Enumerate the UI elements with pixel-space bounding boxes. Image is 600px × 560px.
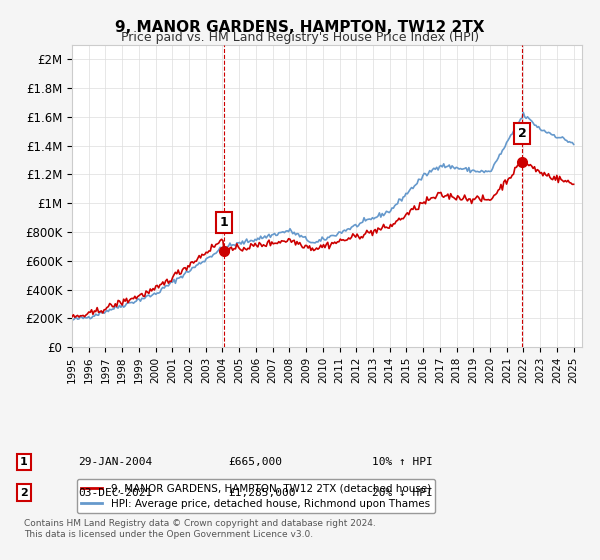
Text: 20% ↓ HPI: 20% ↓ HPI (372, 488, 433, 498)
Text: 2: 2 (518, 127, 527, 140)
Text: £665,000: £665,000 (228, 457, 282, 467)
Text: £1,285,000: £1,285,000 (228, 488, 296, 498)
Text: 10% ↑ HPI: 10% ↑ HPI (372, 457, 433, 467)
Text: 03-DEC-2021: 03-DEC-2021 (78, 488, 152, 498)
Text: Price paid vs. HM Land Registry's House Price Index (HPI): Price paid vs. HM Land Registry's House … (121, 31, 479, 44)
Text: 1: 1 (20, 457, 28, 467)
Text: 9, MANOR GARDENS, HAMPTON, TW12 2TX: 9, MANOR GARDENS, HAMPTON, TW12 2TX (115, 20, 485, 35)
Text: Contains HM Land Registry data © Crown copyright and database right 2024.
This d: Contains HM Land Registry data © Crown c… (24, 520, 376, 539)
Text: 1: 1 (220, 216, 228, 229)
Text: 2: 2 (20, 488, 28, 498)
Text: 29-JAN-2004: 29-JAN-2004 (78, 457, 152, 467)
Legend: 9, MANOR GARDENS, HAMPTON, TW12 2TX (detached house), HPI: Average price, detach: 9, MANOR GARDENS, HAMPTON, TW12 2TX (det… (77, 479, 435, 513)
